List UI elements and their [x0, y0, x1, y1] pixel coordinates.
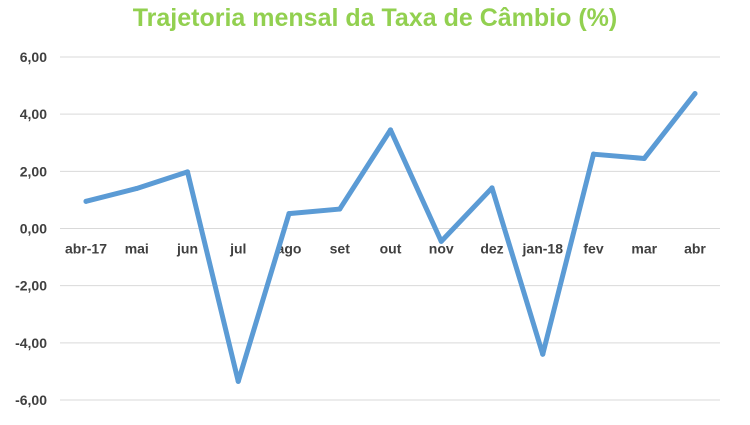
y-axis-ticks: 6,00 4,00 2,00 0,00 -2,00 -4,00 -6,00 — [15, 49, 47, 408]
y-tick-label: -6,00 — [15, 392, 47, 408]
x-tick-label: jun — [176, 241, 198, 257]
data-point — [540, 351, 546, 357]
series-line — [83, 91, 698, 384]
data-point — [388, 127, 393, 133]
x-axis-ticks: abr-17 mai jun jul ago set out nov dez jan-18 fev m… — [65, 241, 706, 257]
x-tick-label: mai — [125, 241, 149, 257]
data-point — [591, 151, 596, 157]
x-tick-label: jan-18 — [522, 241, 564, 257]
x-tick-label: set — [330, 241, 351, 257]
gridlines — [60, 56, 720, 401]
data-point — [185, 169, 190, 175]
y-tick-label: 2,00 — [20, 163, 47, 179]
y-tick-label: 0,00 — [20, 221, 47, 237]
y-tick-label: -2,00 — [15, 278, 47, 294]
x-tick-label: mar — [631, 241, 657, 257]
data-point — [83, 198, 89, 204]
x-tick-label: jul — [229, 241, 246, 257]
x-tick-label: fev — [583, 241, 603, 257]
x-tick-label: abr — [684, 241, 706, 257]
y-tick-label: 4,00 — [20, 106, 47, 122]
data-point — [286, 211, 292, 217]
x-tick-label: abr-17 — [65, 241, 107, 257]
x-tick-label: out — [380, 241, 402, 257]
x-tick-label: ago — [277, 241, 302, 257]
y-tick-label: 6,00 — [20, 49, 47, 65]
data-point — [489, 185, 495, 191]
y-tick-label: -4,00 — [15, 335, 47, 351]
chart-title: Trajetoria mensal da Taxa de Câmbio (%) — [132, 4, 618, 32]
data-point — [134, 185, 140, 191]
data-point — [641, 155, 647, 161]
x-tick-label: nov — [429, 241, 454, 257]
data-point — [438, 238, 444, 244]
data-point — [692, 91, 698, 97]
series-group — [83, 91, 698, 384]
data-point — [235, 378, 241, 384]
x-tick-label: dez — [480, 241, 503, 257]
data-point — [337, 206, 343, 212]
